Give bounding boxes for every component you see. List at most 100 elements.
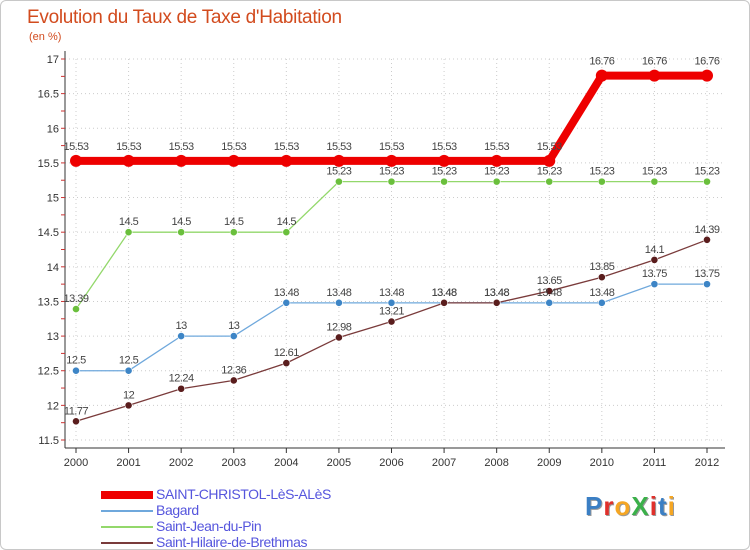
data-point [545,287,554,295]
x-tick-label: 2001 [116,457,140,469]
logo-letter: P [585,491,604,521]
data-label: 12.5 [119,355,139,367]
y-tick-label: 16.5 [38,89,59,101]
legend-item-saint-hilaire[interactable]: Saint-Hilaire-de-Brethmas [101,535,401,549]
data-label: 15.23 [694,166,719,178]
legend-label-saint-christol: SAINT-CHRISTOL-LèS-ALèS [156,486,331,502]
data-point [490,154,503,167]
data-label: 13.48 [484,287,509,299]
y-tick-label: 15.5 [38,158,59,170]
x-tick-label: 2008 [484,457,508,469]
data-point [282,359,291,368]
y-tick-label: 14 [47,262,59,274]
logo-letter: r [603,491,615,521]
legend: SAINT-CHRISTOL-LèS-ALèS Bagard Saint-Jea… [101,487,401,549]
data-point [72,305,80,313]
data-label: 13.48 [537,287,562,299]
y-tick-label: 15 [47,193,59,205]
legend-item-bagard[interactable]: Bagard [101,503,401,519]
x-tick-label: 2009 [537,457,561,469]
data-point [335,177,343,186]
data-label: 15.53 [326,141,351,153]
data-label: 14.1 [645,244,665,256]
data-label: 15.53 [484,141,509,153]
data-label: 13.39 [63,293,88,305]
legend-swatch-saint-hilaire [101,542,153,544]
data-label: 16.76 [642,56,667,68]
data-point [282,298,291,307]
data-label: 12 [123,389,135,401]
y-tick-label: 13 [47,331,59,343]
data-label: 15.53 [537,141,562,153]
data-point [440,177,448,186]
y-tick-label: 11.5 [38,435,59,447]
data-labels: 15.53 15.53 15.53 15.53 15.53 15.53 15.53 15.53… [63,56,720,418]
y-tick-label: 17 [47,54,59,66]
data-label: 13.48 [432,287,457,299]
data-point [492,298,501,307]
chart-title: Evolution du Taux de Taxe d'Habitation [27,7,342,28]
data-label: 13 [176,320,188,332]
data-label: 12.24 [169,373,194,385]
data-label: 11.77 [64,405,89,417]
data-point [177,228,186,237]
data-point [280,154,293,167]
x-tick-label: 2004 [274,457,298,469]
data-label: 13.75 [694,268,719,280]
data-label: 15.53 [63,141,88,153]
y-tick-label: 14.5 [38,227,59,239]
x-tick-label: 2007 [432,457,456,469]
data-label: 15.23 [537,166,562,178]
data-point [597,177,606,186]
chart-unit-label: (en %) [29,31,62,43]
data-point [385,154,398,167]
data-label: 15.23 [642,166,667,178]
legend-swatch-bagard [101,510,153,512]
logo-letter: i [667,491,676,521]
data-label: 13.48 [326,287,351,299]
data-label: 12.5 [66,355,86,367]
logo-letter: i [649,491,658,521]
data-point [387,298,396,307]
x-tick-label: 2005 [327,457,351,469]
data-label: 13.75 [642,268,667,280]
data-point [70,154,82,167]
data-label: 13.48 [274,287,299,299]
data-label: 13.48 [432,287,457,299]
data-label: 15.53 [432,141,457,153]
data-point [703,280,711,289]
data-label: 15.53 [116,141,141,153]
data-label: 14.5 [224,216,244,228]
data-label: 13.85 [589,261,614,273]
y-tick-label: 16 [47,123,59,135]
legend-item-saint-christol[interactable]: SAINT-CHRISTOL-LèS-ALèS [101,487,401,503]
data-point [124,401,133,410]
data-point [545,298,554,307]
data-point [597,273,606,282]
data-point [229,332,238,340]
data-point [332,154,345,167]
x-tick-label: 2006 [379,457,403,469]
data-point [282,228,291,237]
data-label: 13.48 [484,287,509,299]
legend-item-saint-jean-du-pin[interactable]: Saint-Jean-du-Pin [101,519,401,535]
data-point [122,154,135,167]
data-label: 13.65 [537,275,562,287]
data-label: 15.53 [169,141,194,153]
data-point [335,333,343,342]
data-label: 15.23 [379,166,404,178]
y-tick-label: 12 [47,400,59,412]
data-label: 16.76 [694,56,719,68]
data-point [701,69,713,82]
data-point [597,298,606,307]
data-label: 13.21 [379,306,404,318]
legend-label-bagard: Bagard [156,502,199,518]
data-point [703,235,711,244]
data-point [492,177,501,186]
data-label: 14.5 [277,216,297,228]
logo-letter: o [614,491,632,521]
data-label: 14.5 [119,216,139,228]
data-label: 15.23 [432,166,457,178]
x-tick-label: 2000 [64,457,88,469]
data-point [650,255,659,264]
